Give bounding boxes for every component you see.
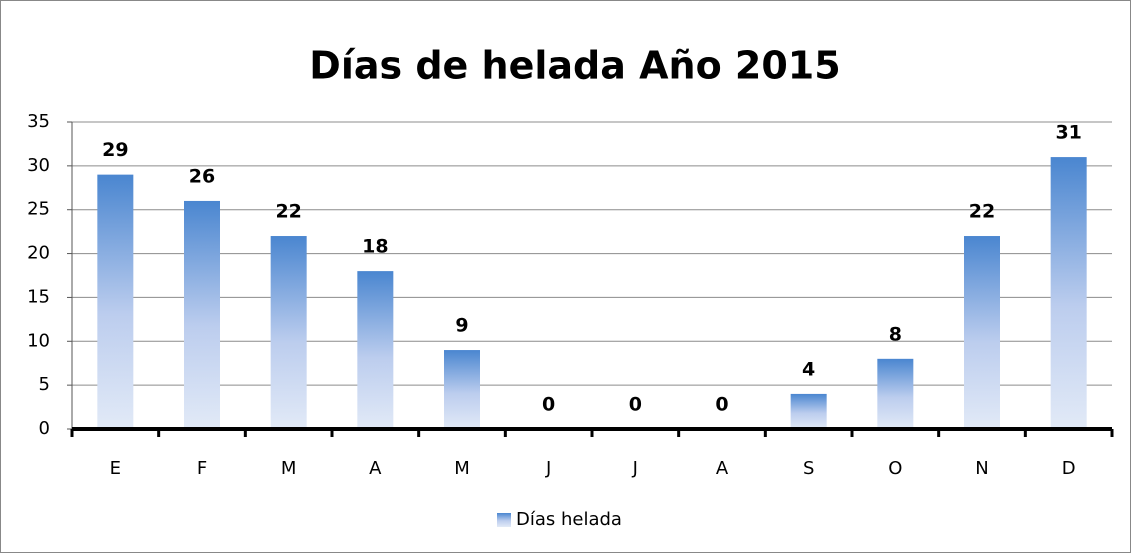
y-tick-label: 30 — [27, 155, 50, 176]
bar — [790, 393, 827, 429]
x-tick-label: M — [281, 458, 297, 479]
bar — [270, 236, 307, 429]
x-tick-label: D — [1062, 458, 1076, 479]
data-label: 8 — [889, 323, 902, 345]
bar — [184, 200, 220, 429]
y-tick-label: 5 — [39, 374, 50, 395]
y-tick-label: 0 — [39, 418, 50, 439]
bar — [964, 236, 1000, 429]
y-tick-label: 20 — [27, 243, 50, 264]
bar — [877, 358, 914, 429]
y-tick-label: 25 — [27, 199, 50, 220]
data-label: 9 — [455, 315, 468, 337]
bar — [1050, 157, 1087, 430]
x-tick-label: A — [369, 458, 382, 479]
y-tick-label: 35 — [27, 111, 50, 132]
x-tick-label: N — [975, 458, 988, 479]
x-tick-label: M — [454, 458, 470, 479]
data-label: 29 — [102, 139, 128, 161]
bar — [444, 350, 480, 429]
data-label: 0 — [542, 394, 555, 416]
x-tick-label: S — [803, 458, 814, 479]
data-label: 22 — [969, 201, 995, 223]
x-tick-label: E — [110, 458, 121, 479]
y-tick-label: 15 — [27, 286, 50, 307]
x-tick-label: F — [197, 458, 207, 479]
bar — [357, 271, 394, 429]
data-label: 22 — [275, 201, 301, 223]
x-tick-label: A — [716, 458, 729, 479]
data-label: 0 — [715, 394, 728, 416]
x-tick-label: J — [545, 458, 551, 479]
x-tick-label: J — [632, 458, 638, 479]
chart-title: Días de helada Año 2015 — [309, 44, 840, 88]
data-label: 31 — [1055, 122, 1081, 144]
legend-label: Días helada — [516, 509, 622, 530]
x-tick-label: O — [888, 458, 902, 479]
y-tick-label: 10 — [27, 330, 50, 351]
data-label: 0 — [629, 394, 642, 416]
data-label: 4 — [802, 358, 815, 380]
data-label: 18 — [362, 236, 388, 258]
data-label: 26 — [189, 165, 215, 187]
legend-swatch — [497, 513, 511, 527]
bar — [97, 174, 134, 429]
